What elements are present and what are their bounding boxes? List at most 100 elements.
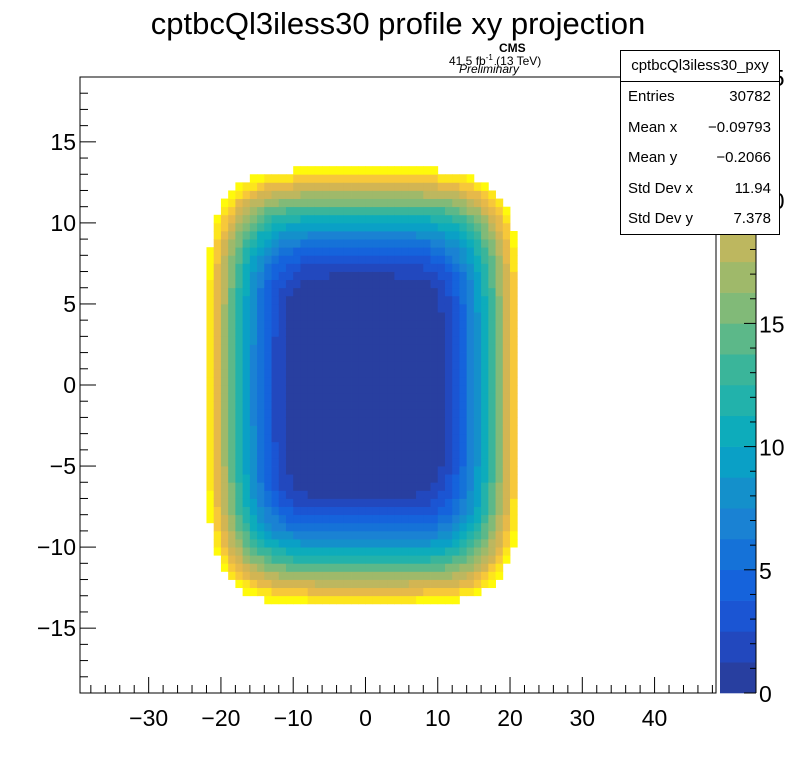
heatmap-cell	[343, 498, 352, 507]
heatmap-cell	[437, 539, 446, 548]
heatmap-cell	[408, 376, 417, 386]
heatmap-cell	[387, 393, 395, 402]
heatmap-cell	[387, 522, 395, 532]
heatmap-cell	[235, 295, 244, 305]
heatmap-cell	[459, 344, 468, 353]
heatmap-cell	[459, 506, 468, 516]
heatmap-cell	[307, 352, 316, 362]
heatmap-cell	[242, 522, 251, 532]
heatmap-cell	[278, 522, 287, 532]
heatmap-cell	[293, 441, 301, 451]
heatmap-cell	[271, 441, 280, 451]
heatmap-cell	[416, 498, 424, 507]
heatmap-cell	[343, 198, 352, 208]
heatmap-cell	[336, 555, 345, 564]
heatmap-cell	[423, 190, 431, 199]
heatmap-cell	[257, 522, 265, 532]
heatmap-cell	[394, 295, 403, 305]
heatmap-cell	[242, 409, 251, 418]
heatmap-cell	[336, 425, 345, 435]
heatmap-cell	[322, 174, 330, 183]
heatmap-cell	[387, 425, 395, 435]
heatmap-cell	[264, 287, 272, 297]
heatmap-cell	[510, 490, 518, 499]
heatmap-cell	[437, 441, 446, 451]
heatmap-cell	[314, 352, 323, 362]
heatmap-cell	[343, 239, 352, 248]
heatmap-cell	[473, 466, 482, 475]
heatmap-cell	[466, 255, 475, 264]
heatmap-cell	[235, 417, 244, 426]
heatmap-cell	[249, 522, 258, 532]
heatmap-cell	[473, 368, 482, 378]
heatmap-cell	[365, 401, 374, 410]
heatmap-cell	[278, 449, 287, 459]
heatmap-cell	[257, 417, 265, 426]
heatmap-cell	[358, 571, 366, 580]
heatmap-cell	[459, 409, 468, 418]
heatmap-cell	[452, 385, 460, 394]
heatmap-cell	[249, 547, 258, 556]
heatmap-cell	[387, 328, 395, 337]
heatmap-cell	[235, 368, 244, 378]
heatmap-cell	[278, 336, 287, 345]
heatmap-cell	[473, 352, 482, 362]
heatmap-cell	[372, 231, 381, 240]
heatmap-cell	[481, 579, 489, 589]
heatmap-cell	[257, 571, 265, 580]
heatmap-cell	[510, 360, 518, 370]
heatmap-cell	[242, 190, 251, 199]
heatmap-cell	[322, 166, 330, 175]
heatmap-cell	[285, 539, 294, 548]
chart-title: cptbcQl3iless30 profile xy projection	[150, 6, 646, 41]
preliminary-label: Preliminary	[459, 62, 520, 76]
heatmap-cell	[343, 417, 352, 426]
heatmap-cell	[416, 295, 424, 305]
heatmap-cell	[473, 255, 482, 264]
heatmap-cell	[365, 595, 374, 605]
heatmap-cell	[278, 312, 287, 321]
heatmap-cell	[495, 222, 504, 232]
heatmap-cell	[495, 563, 504, 572]
heatmap-cell	[437, 222, 446, 232]
heatmap-cell	[444, 182, 453, 191]
stats-label: Mean y	[628, 149, 678, 166]
heatmap-cell	[336, 295, 345, 305]
heatmap-cell	[459, 312, 468, 321]
heatmap-cell	[437, 401, 446, 410]
heatmap-cell	[285, 174, 294, 183]
heatmap-cell	[372, 376, 381, 386]
heatmap-cell	[322, 530, 330, 540]
heatmap-cell	[401, 506, 410, 516]
heatmap-cell	[452, 401, 460, 410]
heatmap-cell	[300, 539, 309, 548]
heatmap-cell	[459, 401, 468, 410]
heatmap-cell	[372, 271, 381, 281]
heatmap-cell	[408, 514, 417, 524]
heatmap-cell	[242, 530, 251, 540]
heatmap-cell	[444, 360, 453, 370]
heatmap-cell	[249, 328, 258, 337]
heatmap-cell	[444, 474, 453, 483]
heatmap-cell	[235, 474, 244, 483]
heatmap-cell	[264, 214, 272, 224]
heatmap-cell	[307, 433, 316, 443]
heatmap-cell	[444, 449, 453, 459]
heatmap-cell	[257, 530, 265, 540]
heatmap-cell	[264, 409, 272, 418]
heatmap-cell	[307, 482, 316, 491]
y-tick-label: 10	[50, 210, 76, 236]
heatmap-cell	[416, 320, 424, 329]
heatmap-cell	[481, 328, 489, 337]
heatmap-cell	[213, 263, 222, 272]
heatmap-cell	[452, 239, 460, 248]
heatmap-cell	[481, 563, 489, 572]
heatmap-cell	[372, 587, 381, 597]
heatmap-cell	[387, 182, 395, 191]
heatmap-cell	[437, 328, 446, 337]
heatmap-cell	[206, 417, 215, 426]
heatmap-cell	[510, 506, 518, 516]
heatmap-cell	[495, 393, 504, 402]
heatmap-cell	[358, 279, 366, 289]
